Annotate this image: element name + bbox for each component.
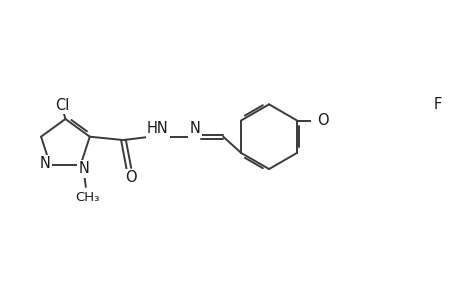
Text: O: O — [125, 170, 136, 185]
Text: Cl: Cl — [55, 98, 69, 113]
Text: O: O — [316, 113, 328, 128]
Text: N: N — [39, 157, 50, 172]
Text: HN: HN — [147, 121, 168, 136]
Text: N: N — [189, 121, 200, 136]
Text: F: F — [432, 97, 441, 112]
Text: CH₃: CH₃ — [75, 191, 99, 204]
Text: N: N — [78, 161, 89, 176]
